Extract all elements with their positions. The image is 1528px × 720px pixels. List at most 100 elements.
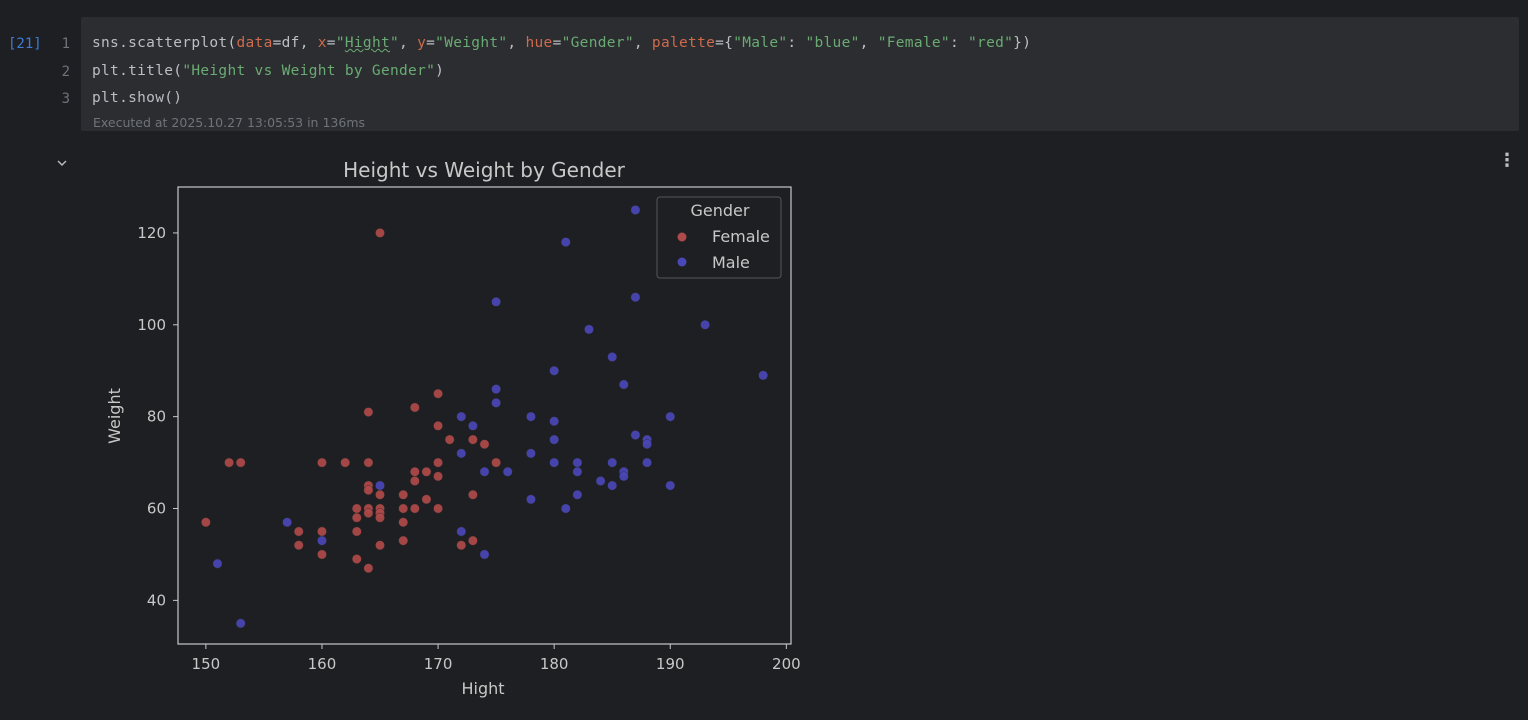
point-male (479, 549, 490, 560)
point-female (293, 526, 304, 537)
legend-label-female: Female (712, 227, 770, 246)
point-male (619, 471, 629, 482)
legend-marker-male (677, 257, 687, 267)
point-female (410, 402, 420, 413)
code-keyword: hue (525, 35, 553, 51)
code-token: , (633, 35, 652, 51)
point-male (235, 618, 246, 629)
point-male (665, 480, 676, 491)
point-male (572, 457, 583, 468)
point-female (468, 434, 478, 445)
x-tick-label: 200 (772, 655, 801, 673)
point-female (456, 540, 467, 551)
point-female (433, 421, 443, 431)
point-female (375, 489, 385, 500)
point-male (595, 476, 606, 486)
point-male (607, 352, 618, 362)
point-male (212, 558, 223, 569)
code-keyword: data (236, 35, 273, 51)
point-male (456, 526, 467, 537)
point-male (700, 319, 710, 330)
code-string: "Female" (877, 35, 950, 51)
point-male (630, 292, 641, 303)
code-line-2[interactable]: plt.title("Height vs Weight by Gender") (92, 63, 444, 79)
point-male (572, 466, 583, 477)
code-token: = (326, 35, 336, 51)
point-male (619, 379, 629, 390)
line-number: 2 (61, 64, 70, 80)
point-male (526, 411, 536, 422)
point-female (351, 526, 362, 537)
more-vertical-icon[interactable]: ⋮ (1498, 150, 1516, 171)
code-token: = (426, 35, 436, 51)
code-token: = (552, 35, 562, 51)
point-male (479, 466, 490, 477)
point-female (433, 457, 443, 468)
point-male (491, 297, 501, 307)
code-string: "blue" (805, 35, 860, 51)
x-tick-label: 180 (540, 655, 569, 673)
point-male (607, 457, 618, 468)
data-points (201, 205, 768, 629)
point-female (433, 503, 443, 514)
legend-box (656, 196, 782, 279)
point-male (630, 430, 641, 440)
code-token: plt.title( (92, 63, 183, 79)
code-token: sns.scatterplot( (92, 35, 237, 51)
point-male (584, 324, 594, 335)
execution-count: [21] (8, 36, 42, 52)
point-female (363, 407, 374, 417)
point-male (456, 448, 467, 459)
point-female (375, 228, 385, 238)
point-female (410, 503, 420, 514)
x-axis: 150 160 170 180 190 200 (192, 644, 801, 673)
code-line-3[interactable]: plt.show() (92, 90, 183, 106)
y-axis-label: Weight (105, 388, 124, 444)
y-tick-label: 100 (137, 316, 166, 334)
code-string: "Male" (733, 35, 788, 51)
code-line-1[interactable]: sns.scatterplot(data=df, x="Hight", y="W… (92, 35, 1031, 51)
code-string: " (390, 35, 400, 51)
point-male (491, 398, 501, 408)
point-female (375, 540, 385, 551)
chevron-down-icon[interactable] (55, 156, 69, 170)
x-tick-label: 150 (192, 655, 221, 673)
point-female (398, 517, 409, 528)
code-cell[interactable] (81, 17, 1519, 131)
code-token: : (949, 35, 969, 51)
code-token: , (399, 35, 418, 51)
point-female (201, 517, 211, 528)
point-female (317, 526, 327, 537)
point-male (526, 494, 536, 505)
point-female (224, 457, 234, 468)
line-number: 3 (61, 91, 70, 107)
point-female (398, 489, 409, 500)
point-male (375, 480, 385, 491)
point-female (293, 540, 304, 551)
y-tick-label: 60 (147, 500, 166, 518)
x-tick-label: 160 (308, 655, 337, 673)
point-female (410, 476, 420, 486)
code-string-typo-warning: Hight (344, 35, 391, 51)
point-male (607, 480, 618, 491)
x-axis-label: Hight (461, 679, 504, 698)
point-female (468, 535, 478, 546)
point-male (526, 448, 536, 459)
x-tick-label: 170 (424, 655, 453, 673)
y-axis: 40 60 80 100 120 (137, 224, 178, 609)
point-female (375, 512, 385, 523)
point-female (433, 388, 443, 399)
point-female (410, 466, 420, 477)
point-female (479, 439, 490, 450)
execution-info: Executed at 2025.10.27 13:05:53 in 136ms (93, 115, 366, 130)
point-female (351, 512, 362, 523)
point-female (363, 563, 374, 574)
point-female (433, 471, 443, 482)
code-string: "red" (968, 35, 1014, 51)
top-strip (0, 0, 1528, 15)
scatter-chart: Height vs Weight by Gender 150 160 170 180 1… (105, 158, 801, 698)
point-female (398, 503, 409, 514)
point-male (468, 421, 478, 431)
point-female (468, 489, 478, 500)
code-token: , (859, 35, 878, 51)
